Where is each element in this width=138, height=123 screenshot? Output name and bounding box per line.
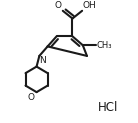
Text: N: N [39, 56, 45, 65]
Text: O: O [27, 93, 34, 102]
Text: OH: OH [83, 1, 97, 10]
Text: HCl: HCl [97, 101, 118, 114]
Text: CH₃: CH₃ [97, 41, 112, 50]
Text: O: O [55, 1, 62, 10]
